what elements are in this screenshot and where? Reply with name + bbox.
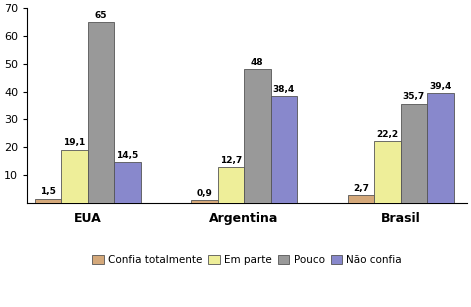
Text: 2,7: 2,7	[353, 184, 369, 193]
Text: 19,1: 19,1	[63, 138, 85, 147]
Text: 22,2: 22,2	[376, 130, 398, 139]
Text: 14,5: 14,5	[116, 151, 138, 160]
Text: 0,9: 0,9	[196, 189, 212, 198]
Bar	[374, 141, 401, 203]
Text: 39,4: 39,4	[429, 82, 452, 91]
Text: 35,7: 35,7	[403, 92, 425, 101]
Bar	[348, 195, 374, 203]
Text: 65: 65	[95, 11, 107, 20]
Bar	[401, 103, 427, 203]
Bar	[34, 199, 61, 203]
Bar	[427, 93, 454, 203]
Legend: Confia totalmente, Em parte, Pouco, Não confia: Confia totalmente, Em parte, Pouco, Não …	[88, 251, 406, 269]
Bar	[61, 150, 88, 203]
Bar	[88, 22, 114, 203]
Bar	[244, 69, 270, 203]
Bar	[270, 96, 297, 203]
Text: 12,7: 12,7	[219, 156, 242, 165]
Bar	[114, 162, 140, 203]
Text: 48: 48	[251, 58, 264, 67]
Bar	[191, 200, 218, 203]
Bar	[218, 167, 244, 203]
Text: 1,5: 1,5	[40, 187, 56, 196]
Text: 38,4: 38,4	[273, 85, 295, 94]
